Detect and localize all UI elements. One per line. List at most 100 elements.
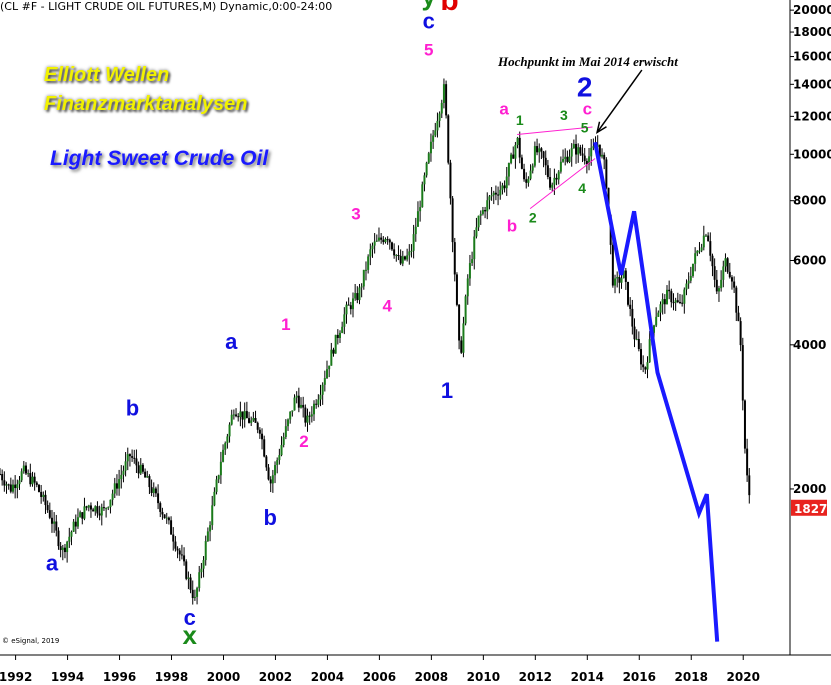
candle-body (698, 250, 701, 252)
candle-body (245, 411, 248, 419)
wave-label: 3 (351, 205, 360, 224)
candle-body (7, 484, 10, 486)
candle-body (614, 278, 617, 286)
candle-body (183, 555, 186, 562)
candle-body (544, 157, 547, 166)
candle-body (150, 487, 153, 493)
candle-body (256, 422, 259, 430)
candle-body (737, 312, 740, 322)
y-tick-label: 8000 (793, 194, 826, 208)
candle-body (94, 506, 97, 512)
candle-body (380, 237, 383, 240)
y-tick-label: 4000 (793, 338, 826, 352)
candle-body (14, 484, 17, 489)
candle-body (265, 456, 268, 468)
candle-body (601, 154, 604, 157)
candle-body (655, 316, 658, 326)
y-tick-label: 6000 (793, 254, 826, 268)
x-tick-label: 2014 (571, 670, 604, 684)
candle-body (627, 281, 630, 305)
candle-body (377, 237, 380, 241)
candle-body (429, 141, 432, 154)
candle-body (451, 198, 454, 243)
candle-body (367, 256, 370, 270)
x-tick-label: 2000 (207, 670, 240, 684)
candle-body (445, 84, 448, 116)
candle-body (460, 340, 463, 353)
candle-body (306, 415, 309, 423)
candle-body (746, 448, 749, 476)
wedge-lines (517, 126, 596, 210)
candle-body (516, 137, 519, 145)
x-tick-label: 2008 (415, 670, 448, 684)
candle-body (408, 251, 411, 256)
candle-body (585, 160, 588, 165)
candle-body (449, 162, 452, 199)
candle-body (592, 146, 595, 148)
candle-body (196, 588, 199, 597)
candle-body (704, 235, 707, 237)
candle-body (11, 484, 14, 492)
candle-body (555, 177, 558, 180)
candle-body (735, 287, 738, 313)
candle-body (579, 147, 582, 154)
candle-body (336, 334, 339, 339)
candle-body (232, 414, 235, 416)
promo-line-2: Finanzmarktanalysen (44, 93, 248, 115)
candle-body (640, 349, 643, 365)
candle-body (44, 494, 47, 506)
candle-body (61, 547, 64, 551)
wave-label: 2 (577, 72, 593, 103)
candle-body (399, 255, 402, 264)
annotation-arrow-line (596, 69, 643, 133)
candle-body (442, 84, 445, 103)
candle-body (581, 153, 584, 156)
candle-body (373, 241, 376, 246)
candle-body (351, 298, 354, 310)
candle-body (81, 512, 84, 519)
candle-body (172, 534, 175, 542)
candle-body (462, 323, 465, 353)
candle-body (133, 457, 136, 459)
candle-body (694, 253, 697, 264)
candle-body (76, 517, 79, 527)
candle-body (319, 394, 322, 400)
candle-body (724, 258, 727, 267)
candle-body (668, 289, 671, 292)
candle-body (371, 245, 374, 250)
candle-body (202, 560, 205, 569)
candle-body (369, 249, 372, 257)
candle-body (226, 436, 229, 444)
candle-body (5, 484, 8, 486)
candle-body (531, 165, 534, 171)
candle-body (284, 426, 287, 438)
wave-label: c (184, 605, 196, 630)
candle-body (570, 148, 573, 157)
candle-body (590, 147, 593, 157)
candle-body (354, 293, 357, 299)
x-tick-label: 1992 (0, 670, 32, 684)
candle-body (228, 424, 231, 437)
candle-body (167, 517, 170, 521)
candle-body (334, 334, 337, 354)
candle-body (96, 506, 99, 514)
candle-body (55, 521, 58, 531)
wave-label: 1 (281, 315, 290, 334)
wedge-upper-line (517, 126, 593, 135)
candle-body (3, 480, 6, 486)
candle-body (326, 369, 329, 379)
candle-body (206, 531, 209, 542)
candle-body (193, 596, 196, 599)
candle-body (657, 312, 660, 317)
candle-body (549, 176, 552, 188)
candle-body (122, 470, 125, 475)
candle-body (360, 286, 363, 288)
candle-body (678, 301, 681, 303)
candle-body (492, 192, 495, 196)
candle-body (189, 577, 192, 590)
wave-label: 4 (382, 296, 392, 315)
candle-body (267, 467, 270, 480)
candle-body (458, 304, 461, 341)
